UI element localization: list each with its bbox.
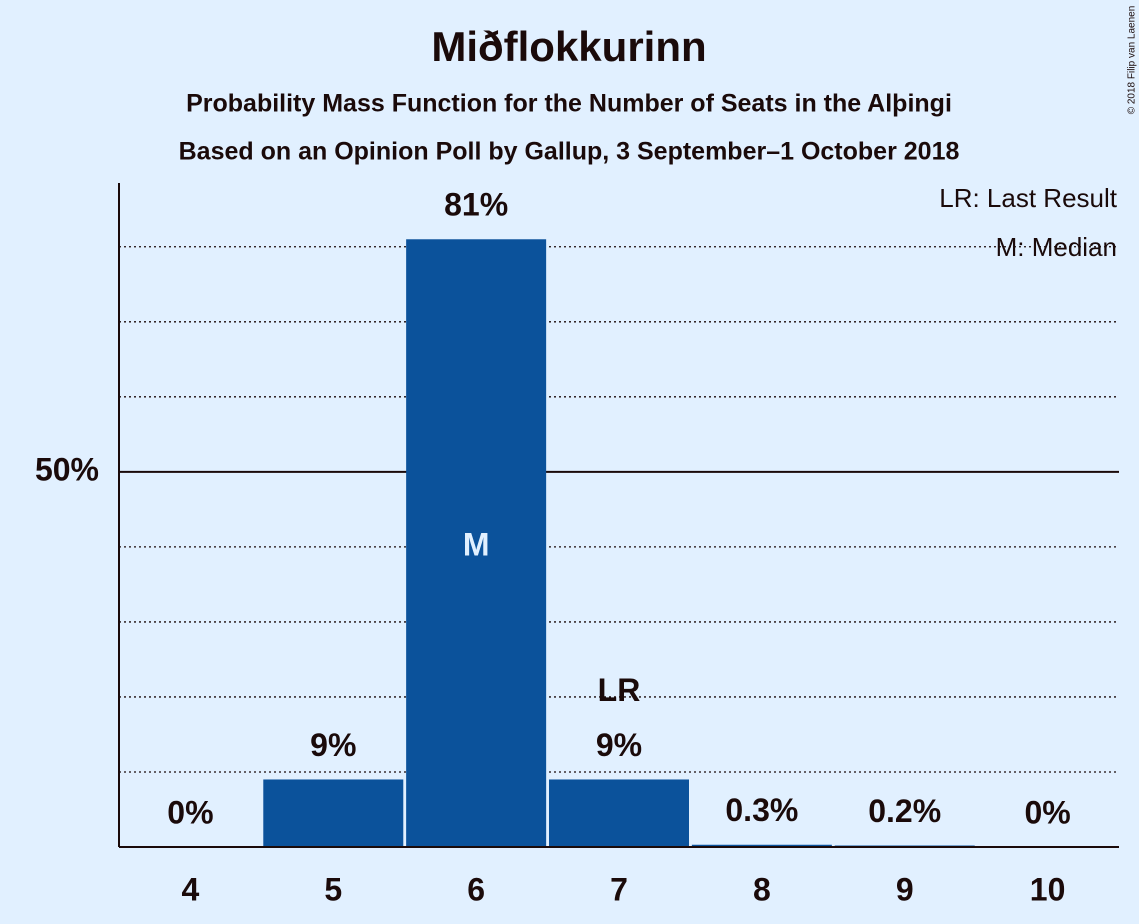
value-label: 9% xyxy=(596,727,642,763)
y-tick-label: 50% xyxy=(35,451,99,487)
legend-entry: LR: Last Result xyxy=(939,183,1118,213)
x-tick-label: 10 xyxy=(1030,871,1066,907)
legend-entry: M: Median xyxy=(996,232,1117,262)
value-label: 9% xyxy=(310,727,356,763)
x-tick-label: 6 xyxy=(467,871,485,907)
x-tick-label: 5 xyxy=(324,871,342,907)
value-label: 81% xyxy=(444,187,508,223)
median-marker: M xyxy=(463,526,490,562)
value-label: 0% xyxy=(1024,794,1070,830)
x-tick-label: 4 xyxy=(182,871,200,907)
x-tick-label: 7 xyxy=(610,871,628,907)
bar xyxy=(691,844,832,847)
copyright: © 2018 Filip van Laenen xyxy=(1127,6,1138,115)
value-label: 0% xyxy=(167,794,213,830)
value-label: 0.2% xyxy=(868,793,941,829)
value-label: 0.3% xyxy=(725,792,798,828)
chart-subtitle: Based on an Opinion Poll by Gallup, 3 Se… xyxy=(179,138,960,166)
chart-subtitle: Probability Mass Function for the Number… xyxy=(186,90,952,118)
last-result-marker: LR xyxy=(598,672,641,708)
chart-title: Miðflokkurinn xyxy=(431,23,706,70)
bar xyxy=(549,779,689,847)
bar xyxy=(406,239,547,847)
x-tick-label: 8 xyxy=(753,871,771,907)
x-tick-label: 9 xyxy=(896,871,914,907)
bar xyxy=(263,779,404,847)
